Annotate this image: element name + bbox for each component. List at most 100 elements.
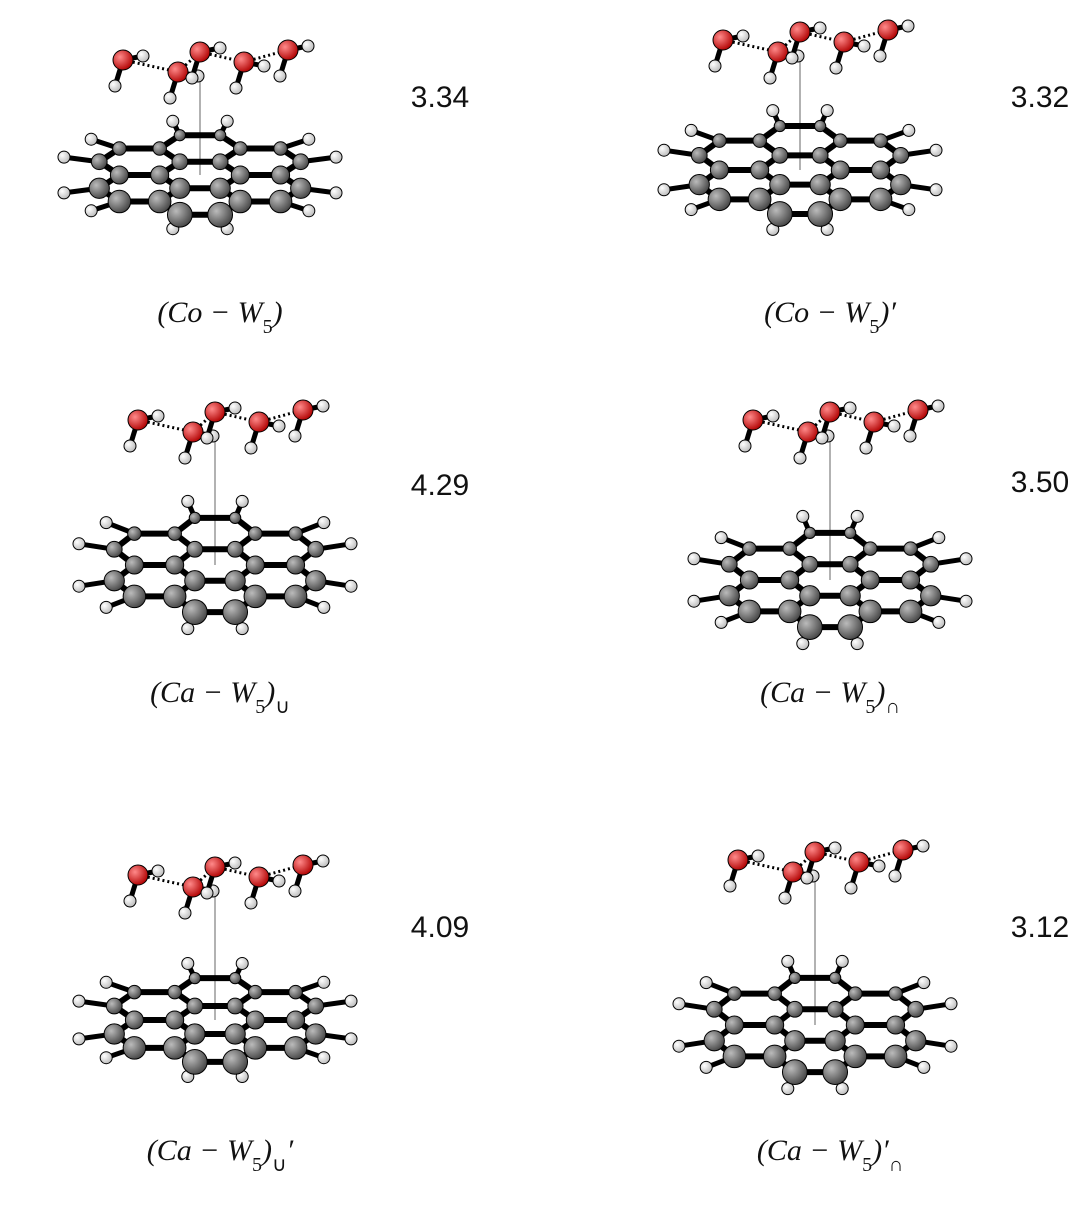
carbon-atom — [185, 571, 205, 591]
carbon-atom — [123, 585, 146, 608]
hydrogen-atom — [814, 22, 826, 34]
molecule — [73, 855, 357, 1083]
label-part: (Co − W — [157, 296, 265, 329]
distance-label: 3.34 — [411, 81, 469, 114]
hydrogen-atom — [673, 1040, 685, 1052]
oxygen-atom — [743, 410, 763, 430]
oxygen-atom — [820, 402, 840, 422]
oxygen-atom — [768, 42, 788, 62]
molecule — [688, 400, 972, 650]
hydrogen-atom — [245, 897, 257, 909]
carbon-atom — [168, 527, 181, 540]
structure-label: (Ca − W5)∪ — [150, 676, 290, 718]
molecule — [673, 840, 957, 1095]
hydrogen-atom — [58, 151, 70, 163]
carbon-atom — [291, 178, 311, 198]
carbon-atom — [225, 571, 245, 591]
oxygen-atom — [805, 842, 825, 862]
carbon-atom — [274, 142, 287, 155]
hydrogen-atom — [73, 538, 85, 550]
carbon-atom — [787, 1001, 803, 1017]
oxygen-atom — [128, 865, 148, 885]
carbon-atom — [246, 1011, 264, 1029]
label-part: 5 — [869, 316, 879, 338]
hydrogen-atom — [152, 865, 164, 877]
hydrogen-atom — [273, 875, 285, 887]
hydrogen-atom — [182, 957, 194, 969]
molecule — [658, 20, 942, 235]
hydrogen-atom — [85, 205, 97, 217]
oxygen-atom — [713, 30, 733, 50]
hydrogen-atom — [801, 872, 813, 884]
molecule — [58, 40, 342, 235]
carbon-atom — [249, 985, 262, 998]
carbon-atom — [106, 998, 122, 1014]
hydrogen-atom — [851, 510, 863, 522]
hydrogen-atom — [73, 995, 85, 1007]
hydrogen-atom — [688, 553, 700, 565]
label-part: ∩ — [889, 1154, 903, 1176]
carbon-atom — [128, 985, 141, 998]
hydrogen-atom — [318, 1052, 330, 1064]
carbon-atom — [802, 556, 818, 572]
carbon-atom — [782, 1060, 807, 1085]
hydrogen-atom — [318, 976, 330, 988]
carbon-atom — [269, 190, 292, 213]
carbon-atom — [785, 1031, 805, 1051]
carbon-atom — [229, 190, 252, 213]
carbon-atom — [723, 1045, 746, 1068]
carbon-atom — [287, 556, 305, 574]
hydrogen-atom — [186, 72, 198, 84]
oxygen-atom — [849, 852, 869, 872]
carbon-atom — [189, 972, 200, 983]
hydrogen-atom — [73, 580, 85, 592]
label-part: 5 — [263, 316, 273, 338]
label-part: )′ — [870, 1134, 889, 1167]
carbon-atom — [189, 512, 200, 523]
hydrogen-atom — [685, 204, 697, 216]
hydrogen-atom — [960, 595, 972, 607]
label-part: ∪ — [275, 696, 290, 718]
hydrogen-atom — [289, 430, 301, 442]
carbon-atom — [748, 188, 771, 211]
hydrogen-atom — [658, 184, 670, 196]
carbon-atom — [889, 987, 902, 1000]
distance-label: 3.50 — [1011, 466, 1069, 499]
carbon-atom — [223, 1050, 248, 1075]
carbon-atom — [891, 175, 911, 195]
hydrogen-atom — [709, 60, 721, 72]
carbon-atom — [845, 527, 856, 538]
hydrogen-atom — [258, 60, 270, 72]
carbon-atom — [721, 556, 737, 572]
carbon-atom — [110, 166, 128, 184]
hydrogen-atom — [345, 995, 357, 1007]
carbon-atom — [708, 188, 731, 211]
carbon-atom — [210, 178, 230, 198]
carbon-atom — [738, 600, 761, 623]
carbon-atom — [306, 571, 326, 591]
hydrogen-atom — [903, 124, 915, 136]
hydrogen-atom — [303, 205, 315, 217]
hydrogen-atom — [945, 998, 957, 1010]
hydrogen-atom — [273, 420, 285, 432]
carbon-atom — [249, 527, 262, 540]
carbon-atom — [743, 542, 756, 555]
oxygen-atom — [113, 50, 133, 70]
hydrogen-atom — [715, 532, 727, 544]
carbon-atom — [128, 527, 141, 540]
carbon-atom — [151, 166, 169, 184]
structure-label: (Co − W5) — [157, 296, 282, 338]
carbon-atom — [187, 541, 203, 557]
oxygen-atom — [183, 877, 203, 897]
carbon-atom — [884, 1045, 907, 1068]
carbon-atom — [846, 1016, 864, 1034]
carbon-atom — [166, 1011, 184, 1029]
hydrogen-atom — [345, 1033, 357, 1045]
carbon-atom — [212, 154, 228, 170]
hydrogen-atom — [302, 40, 314, 52]
hydrogen-atom — [786, 52, 798, 64]
carbon-atom — [172, 154, 188, 170]
hydrogen-atom — [904, 430, 916, 442]
label-part: (Ca − W — [150, 676, 258, 709]
carbon-atom — [166, 556, 184, 574]
